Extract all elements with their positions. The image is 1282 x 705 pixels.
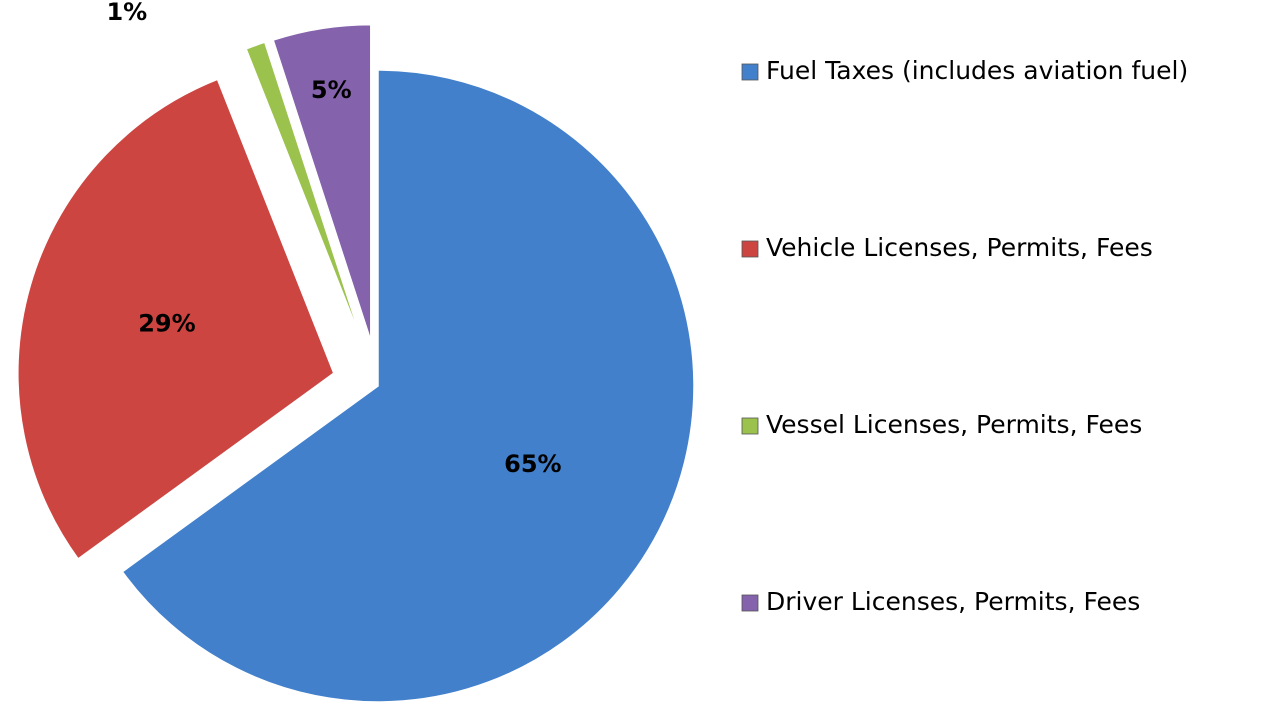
legend-swatch <box>741 240 759 258</box>
pie-slice <box>245 41 364 343</box>
legend-swatch <box>741 417 759 435</box>
legend-label: Driver Licenses, Permits, Fees <box>766 587 1140 616</box>
data-label: 65% <box>504 450 561 478</box>
legend-swatch <box>741 63 759 81</box>
data-label: 1% <box>106 0 147 26</box>
data-label: 5% <box>311 76 352 104</box>
pie-slice <box>272 23 372 341</box>
legend-label: Fuel Taxes (includes aviation fuel) <box>766 56 1188 85</box>
legend-label: Vessel Licenses, Permits, Fees <box>766 410 1142 439</box>
legend-swatch <box>741 594 759 612</box>
data-label: 29% <box>138 310 195 338</box>
legend-label: Vehicle Licenses, Permits, Fees <box>766 233 1153 262</box>
pie-slice <box>121 69 695 703</box>
pie-slice <box>17 78 335 560</box>
